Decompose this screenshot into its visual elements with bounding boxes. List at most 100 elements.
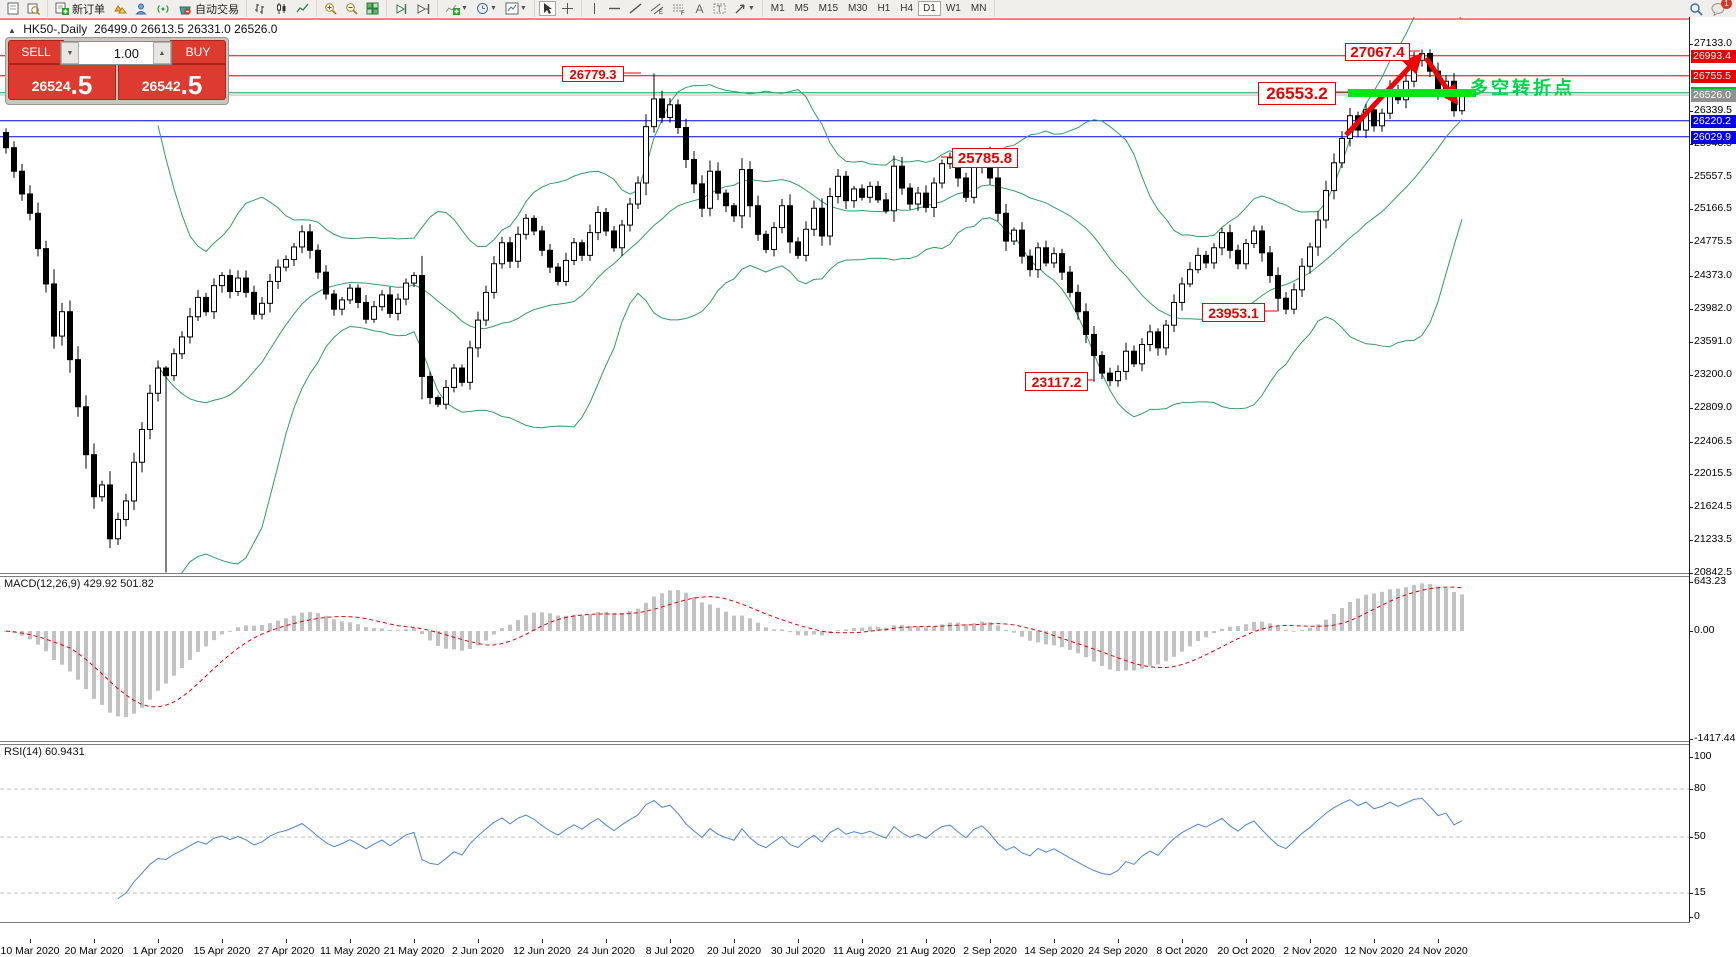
date-axis-tick bbox=[350, 939, 351, 943]
tile-windows-icon[interactable] bbox=[363, 1, 382, 16]
crosshair-tool[interactable] bbox=[558, 1, 577, 16]
macd-axis-label: -1417.44 bbox=[1694, 732, 1736, 745]
volume-increase-button[interactable]: ▲ bbox=[153, 42, 171, 64]
signals-icon[interactable] bbox=[153, 1, 173, 16]
trendline-tool[interactable] bbox=[626, 1, 645, 16]
date-axis-label: 8 Jul 2020 bbox=[645, 945, 695, 957]
chart-shift-icon[interactable] bbox=[413, 1, 433, 16]
price-axis-label: 22015.5 bbox=[1694, 467, 1732, 480]
date-axis-label: 1 Apr 2020 bbox=[132, 945, 184, 957]
volume-decrease-button[interactable]: ▼ bbox=[61, 42, 79, 64]
price-axis-label: 26339.5 bbox=[1694, 103, 1732, 116]
timeframe-m1[interactable]: M1 bbox=[770, 3, 785, 14]
date-axis-tick bbox=[222, 939, 223, 943]
date-axis-label: 8 Oct 2020 bbox=[1156, 945, 1208, 957]
add-indicator-icon[interactable]: ▼ bbox=[442, 1, 471, 16]
timeframe-d1[interactable]: D1 bbox=[918, 1, 941, 16]
chart-area[interactable]: ▲ HK50-,Daily 26499.0 26613.5 26331.0 26… bbox=[0, 17, 1736, 957]
price-axis-label: 25166.5 bbox=[1694, 202, 1732, 215]
rsi-axis-label: 80 bbox=[1694, 782, 1706, 794]
axis-tick bbox=[1689, 917, 1693, 918]
svg-text:F: F bbox=[681, 11, 685, 15]
shapes-tool[interactable]: ▼ bbox=[731, 1, 758, 16]
ask-price-int: 26542 bbox=[141, 78, 181, 94]
bid-price-frac: .5 bbox=[70, 70, 93, 100]
text-tool[interactable]: A bbox=[691, 1, 708, 16]
period-caret[interactable]: ▼ bbox=[489, 5, 497, 12]
timeframe-h4[interactable]: H4 bbox=[900, 3, 914, 14]
search-icon[interactable] bbox=[1686, 1, 1706, 16]
date-axis-tick bbox=[606, 939, 607, 943]
sell-button[interactable]: SELL bbox=[8, 40, 64, 64]
price-axis-label: 23591.0 bbox=[1694, 334, 1732, 347]
date-axis-label: 12 Jun 2020 bbox=[513, 945, 571, 957]
timeframe-m30[interactable]: M30 bbox=[848, 3, 868, 14]
profiles-icon[interactable] bbox=[24, 1, 43, 16]
axis-tick bbox=[1689, 507, 1693, 509]
market-depth-icon[interactable] bbox=[110, 1, 130, 16]
price-axis-label: 21624.5 bbox=[1694, 500, 1732, 513]
price-annotation: 26553.2 bbox=[1258, 82, 1336, 105]
axis-price-badge: 26526.0 bbox=[1691, 89, 1736, 103]
timeframe-m5[interactable]: M5 bbox=[794, 3, 809, 14]
new-order-label: 新订单 bbox=[72, 3, 105, 16]
ask-price-button[interactable]: 26542 .5 bbox=[118, 64, 226, 100]
axis-tick bbox=[1689, 789, 1693, 790]
toolbar: 新订单 自动交易 ▼ ▼ ▼ E F A T ▼ bbox=[0, 0, 1736, 18]
macd-rsi-separator[interactable] bbox=[0, 741, 1690, 745]
macd-axis-label: 0.00 bbox=[1694, 624, 1715, 636]
axis-tick bbox=[1689, 209, 1693, 211]
price-axis-label: 23200.0 bbox=[1694, 367, 1732, 380]
bid-price-button[interactable]: 26524 .5 bbox=[8, 64, 116, 100]
date-axis-label: 27 Apr 2020 bbox=[257, 945, 315, 957]
chart-canvas[interactable] bbox=[0, 17, 1736, 944]
volume-input[interactable]: 1.00 bbox=[113, 45, 139, 61]
timeframe-mn[interactable]: MN bbox=[970, 3, 987, 14]
autotrade-button[interactable]: 自动交易 bbox=[175, 1, 242, 16]
hline-tool[interactable] bbox=[605, 1, 624, 16]
axis-tick bbox=[1689, 573, 1693, 575]
label-tool[interactable]: T bbox=[710, 1, 729, 16]
bar-chart-type-icon[interactable] bbox=[251, 1, 270, 16]
main-macd-separator[interactable] bbox=[0, 573, 1690, 577]
rsi-axis-label: 0 bbox=[1694, 910, 1700, 922]
zoom-out-icon[interactable] bbox=[342, 1, 361, 16]
date-axis-tick bbox=[1054, 939, 1055, 943]
auto-scroll-icon[interactable] bbox=[391, 1, 411, 16]
timeframe-w1[interactable]: W1 bbox=[945, 3, 961, 14]
price-annotation: 25785.8 bbox=[952, 148, 1018, 168]
shapes-caret[interactable]: ▼ bbox=[747, 5, 755, 12]
candle-chart-type-icon[interactable] bbox=[272, 1, 291, 16]
community-icon[interactable] bbox=[132, 1, 151, 16]
add-indicator-caret[interactable]: ▼ bbox=[461, 5, 468, 12]
period-clock-icon[interactable]: ▼ bbox=[473, 1, 500, 16]
date-axis-tick bbox=[862, 939, 863, 943]
chart-symbol-period: HK50-,Daily bbox=[23, 22, 88, 36]
new-chart-icon[interactable] bbox=[4, 1, 22, 16]
date-axis-tick bbox=[478, 939, 479, 943]
date-axis-tick bbox=[286, 939, 287, 943]
template-icon[interactable]: ▼ bbox=[502, 1, 530, 16]
date-axis-tick bbox=[670, 939, 671, 943]
axis-tick bbox=[1689, 474, 1693, 476]
date-axis-label: 10 Mar 2020 bbox=[0, 945, 60, 957]
timeframe-h1[interactable]: H1 bbox=[877, 3, 891, 14]
rsi-indicator-label: RSI(14) 60.9431 bbox=[4, 746, 85, 758]
vline-tool[interactable] bbox=[586, 1, 603, 16]
timeframe-m15[interactable]: M15 bbox=[818, 3, 839, 14]
line-chart-type-icon[interactable] bbox=[293, 1, 312, 16]
notifications-icon[interactable]: 1 bbox=[1708, 0, 1732, 16]
channel-tool[interactable]: E bbox=[647, 1, 667, 16]
axis-tick bbox=[1689, 176, 1693, 178]
date-axis-label: 20 Oct 2020 bbox=[1217, 945, 1275, 957]
new-order-button[interactable]: 新订单 bbox=[52, 1, 108, 16]
fibonacci-tool[interactable]: F bbox=[669, 1, 689, 16]
buy-button[interactable]: BUY bbox=[170, 40, 226, 64]
date-axis-label: 24 Nov 2020 bbox=[1408, 945, 1468, 957]
zoom-in-icon[interactable] bbox=[321, 1, 340, 16]
chart-title: ▲ HK50-,Daily 26499.0 26613.5 26331.0 26… bbox=[8, 22, 277, 36]
date-axis-tick bbox=[158, 939, 159, 943]
template-caret[interactable]: ▼ bbox=[519, 5, 527, 12]
one-click-trading-panel: SELL ▼ 1.00 ▲ BUY 26524 .5 26542 .5 bbox=[5, 37, 229, 105]
cursor-tool[interactable] bbox=[538, 1, 556, 16]
